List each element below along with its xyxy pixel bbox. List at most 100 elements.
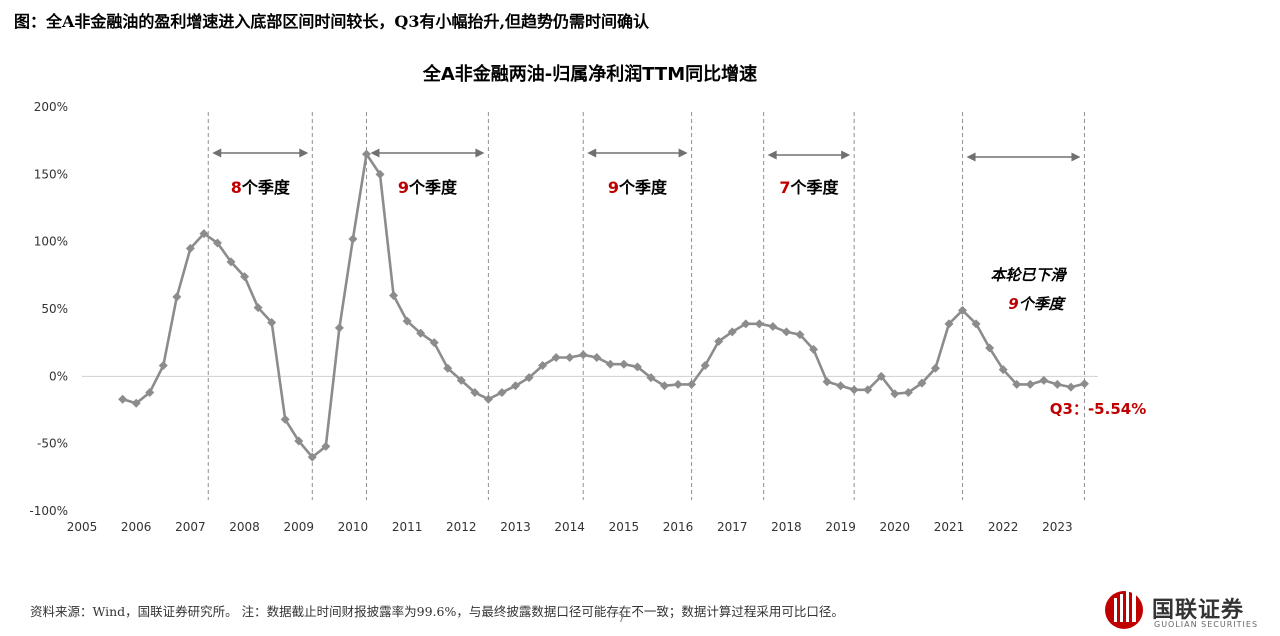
data-point (497, 387, 507, 397)
data-point (646, 373, 656, 383)
data-point (605, 359, 615, 369)
data-point (131, 398, 141, 408)
last-value-label: Q3：-5.54% (1050, 400, 1146, 418)
data-point (781, 327, 791, 337)
data-point (158, 361, 168, 371)
x-tick-label: 2023 (1042, 520, 1073, 534)
data-point (971, 319, 981, 329)
x-tick-label: 2015 (609, 520, 640, 534)
data-point (822, 377, 832, 387)
phase-count: 7 (779, 178, 790, 197)
logo-english: GUOLIAN SECURITIES (1154, 620, 1259, 629)
x-tick-label: 2018 (771, 520, 802, 534)
data-point (240, 272, 250, 282)
data-point (118, 394, 128, 404)
x-tick-label: 2013 (500, 520, 531, 534)
line-chart: 全A非金融两油-归属净利润TTM同比增速 -100% -50% 0% 50% 100% 1… (29, 63, 1146, 534)
arrow-head-right (299, 148, 309, 158)
x-axis: 2005 2006 2007 2008 2009 2010 2011 2012 2013 2014… (67, 375, 1098, 534)
data-point (1066, 382, 1076, 392)
x-tick-label: 2017 (717, 520, 748, 534)
footer-source-note: 资料来源：Wind，国联证券研究所。 注：数据截止时间财报披露率为99.6%，与… (30, 604, 844, 619)
y-tick-label: 200% (34, 100, 68, 114)
data-point (199, 229, 209, 239)
data-point (578, 350, 588, 360)
data-point (429, 338, 439, 348)
data-point (863, 385, 873, 395)
data-point (321, 441, 331, 451)
data-point (226, 257, 236, 267)
x-tick-label: 2009 (283, 520, 314, 534)
data-point (443, 363, 453, 373)
arrow-head-left (587, 148, 597, 158)
x-tick-label: 2005 (67, 520, 98, 534)
y-axis: -100% -50% 0% 50% 100% 150% 200% (29, 100, 68, 518)
data-point (903, 387, 913, 397)
x-tick-label: 2020 (880, 520, 911, 534)
data-point (849, 385, 859, 395)
chart-title: 全A非金融两油-归属净利润TTM同比增速 (422, 63, 757, 85)
current-note-line2: 9个季度 (1008, 295, 1066, 313)
x-tick-label: 2008 (229, 520, 260, 534)
data-point (361, 149, 371, 159)
data-point (632, 362, 642, 372)
data-point (1039, 375, 1049, 385)
phase-count: 9 (398, 178, 409, 197)
phase-labels: 8个季度 9个季度 9个季度 7个季度 (231, 178, 840, 197)
data-point (768, 322, 778, 332)
data-point (890, 389, 900, 399)
data-point (1079, 379, 1089, 389)
data-point (1025, 379, 1035, 389)
data-point (253, 303, 263, 313)
data-point (307, 452, 317, 462)
data-point (456, 375, 466, 385)
x-tick-label: 2022 (988, 520, 1019, 534)
data-point (619, 359, 629, 369)
arrow-head-right (1071, 152, 1081, 162)
data-point (727, 327, 737, 337)
data-point (592, 352, 602, 362)
data-point (172, 292, 182, 302)
data-point (876, 371, 886, 381)
data-point (510, 381, 520, 391)
page-number: 7 (618, 612, 625, 625)
data-point (944, 319, 954, 329)
current-cycle-note: 本轮已下滑 9个季度 (990, 266, 1067, 313)
x-tick-label: 2010 (338, 520, 369, 534)
x-tick-label: 2007 (175, 520, 206, 534)
arrow-head-right (678, 148, 688, 158)
data-point (687, 379, 697, 389)
data-point (375, 169, 385, 179)
data-point (917, 378, 927, 388)
data-point (741, 319, 751, 329)
phase-dividers (207, 112, 1085, 500)
data-point (809, 344, 819, 354)
phase-label: 9个季度 (398, 178, 458, 197)
x-tick-label: 2012 (446, 520, 477, 534)
data-point (483, 394, 493, 404)
phase-unit: 个季度 (789, 178, 839, 197)
y-tick-label: 150% (34, 167, 68, 181)
data-point (700, 361, 710, 371)
current-note-label: 个季度 (1019, 295, 1067, 313)
current-note-line1: 本轮已下滑 (990, 266, 1067, 284)
y-tick-label: 50% (41, 302, 68, 316)
x-tick-label: 2019 (825, 520, 856, 534)
arrow-head-left (212, 148, 222, 158)
arrow-head-left (966, 152, 976, 162)
data-point (212, 238, 222, 248)
data-point (998, 365, 1008, 375)
data-point (348, 234, 358, 244)
y-tick-label: -50% (37, 437, 68, 451)
x-tick-label: 2011 (392, 520, 423, 534)
logo-mark-icon (1105, 588, 1143, 629)
phase-count: 8 (231, 178, 242, 197)
data-point (1012, 379, 1022, 389)
data-point (294, 436, 304, 446)
data-point (416, 328, 426, 338)
data-point (565, 352, 575, 362)
data-point (145, 387, 155, 397)
phase-label: 7个季度 (779, 178, 839, 197)
phase-count: 9 (608, 178, 619, 197)
data-point (524, 373, 534, 383)
